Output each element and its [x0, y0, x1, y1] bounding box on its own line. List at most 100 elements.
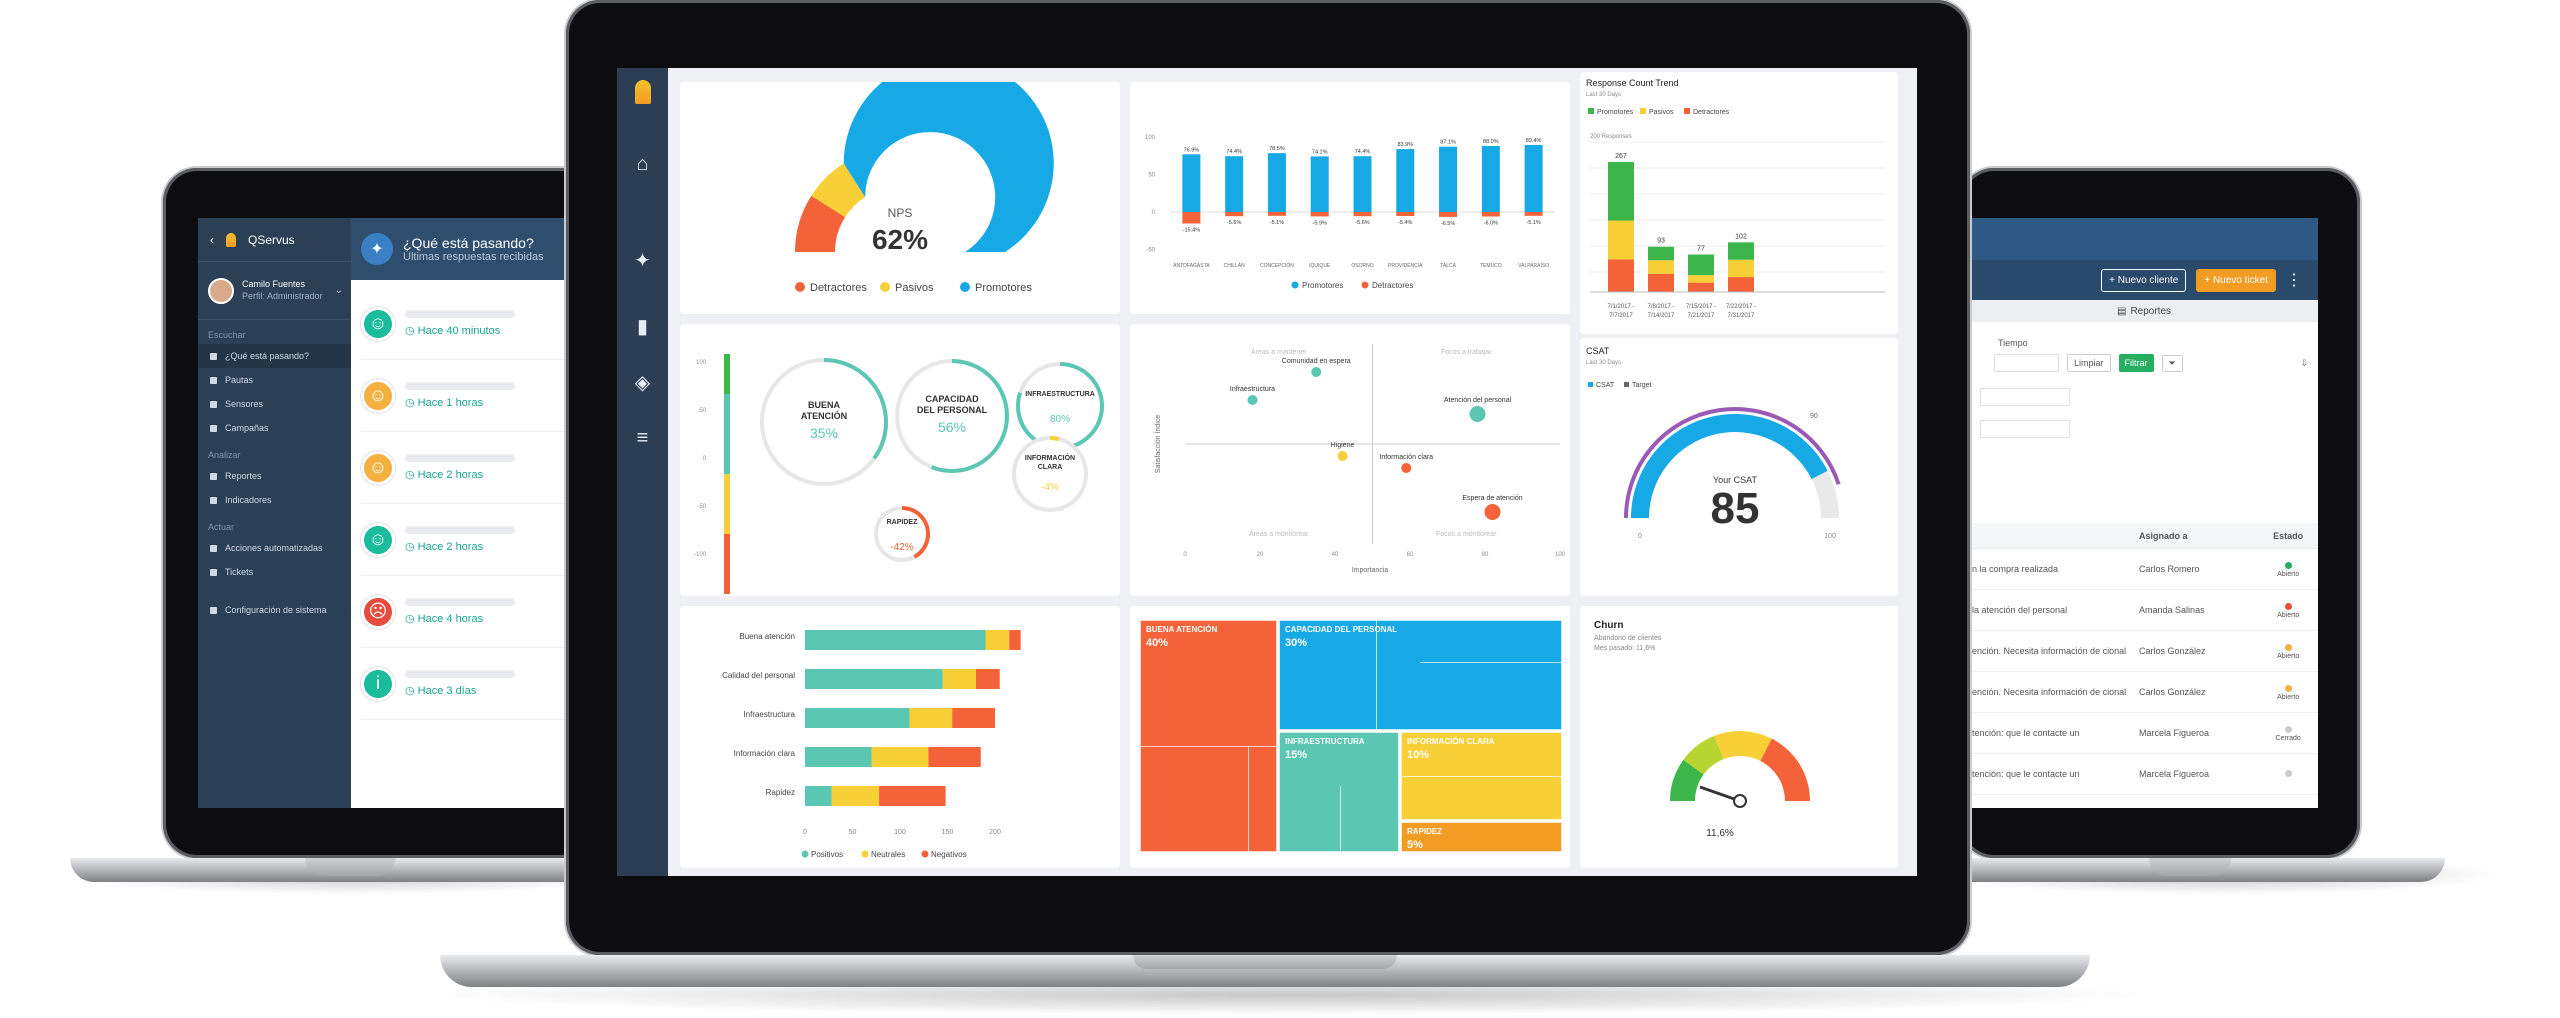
bubble-label: BUENA	[808, 400, 841, 410]
left-header: ✦ ¿Qué está pasando? Últimas respuestas …	[351, 218, 578, 280]
bubble-label: DEL PERSONAL	[917, 405, 988, 415]
scale-bar-segment	[724, 534, 730, 594]
bubble-arc	[895, 359, 1009, 473]
bird-icon[interactable]: ✦	[634, 249, 651, 272]
sidebar-item[interactable]: Acciones automatizadas	[198, 536, 351, 560]
promoter-bar	[1524, 144, 1543, 212]
table-row[interactable]: tención: que le contacte un Marcela Figue…	[1970, 713, 2318, 754]
data-label: 77	[1697, 246, 1705, 253]
filter-button[interactable]: Filtrar	[2118, 354, 2154, 372]
gauge-max: 100	[1824, 533, 1836, 540]
legend-label: Promotores	[1597, 109, 1634, 116]
sidebar-item[interactable]: Pautas	[198, 368, 351, 392]
chart-icon[interactable]: ▮	[636, 315, 648, 338]
x-tick-label: 7/1/2017 -	[1607, 304, 1634, 310]
point-label: Espera de atención	[1462, 495, 1522, 502]
data-label: -5.6%	[1355, 220, 1369, 226]
table-cell-subject: tención: que le contacte un	[1972, 728, 2080, 738]
treemap-cell	[1278, 619, 1563, 731]
sliders-icon[interactable]: ≡	[636, 426, 649, 449]
feed-item[interactable]: ☹ ◷ Hace 4 horas	[361, 576, 568, 648]
trend-bar-segment	[1608, 259, 1634, 292]
y-tick-label: 50	[699, 408, 706, 414]
new-client-button[interactable]: + Nuevo cliente	[2101, 268, 2187, 292]
sidebar-item[interactable]: Indicadores	[198, 488, 351, 512]
bubble-card: 100 50 0 -50 -100 BUENA ATENCIÓN 35% CAPACIDAD DE…	[680, 324, 1120, 596]
treemap-label: RAPIDEZ	[1407, 827, 1442, 836]
table-row[interactable]: tención: que le contacte un Marcela Figue…	[1970, 754, 2318, 795]
promoter-bar	[1439, 146, 1458, 212]
trend-bar-segment	[1728, 259, 1754, 278]
sidebar-item[interactable]: Configuración de sistema	[198, 598, 351, 622]
treemap-subdivision	[1420, 662, 1562, 663]
table-row[interactable]: n la compra realizada Carlos Romero Abiert…	[1970, 549, 2318, 590]
data-label: 74.4%	[1355, 149, 1371, 155]
sidebar-item[interactable]: Reportes	[198, 464, 351, 488]
table-row[interactable]: ención. Necesita información de cional Ca…	[1970, 672, 2318, 713]
home-icon[interactable]: ⌂	[636, 152, 649, 175]
sidebar-item[interactable]: Tickets	[198, 560, 351, 584]
back-icon[interactable]: ‹	[210, 232, 214, 247]
churn-period: Mes pasado: 11,6%	[1594, 645, 1655, 652]
feed-item[interactable]: ☺ ◷ Hace 40 minutos	[361, 288, 568, 360]
data-label: 78.5%	[1269, 146, 1285, 152]
filter-field[interactable]	[1980, 388, 2070, 406]
x-tick-label: TEMUCO	[1480, 263, 1502, 269]
bar-segment	[952, 708, 995, 728]
y-tick-label: -50	[697, 504, 706, 510]
clear-button[interactable]: Limpiar	[2067, 354, 2111, 372]
sidebar-item[interactable]: ¿Qué está pasando?	[198, 344, 351, 368]
category-label: Buena atención	[739, 632, 795, 641]
chevron-down-icon[interactable]: ⌄	[334, 285, 343, 296]
gauge-needle	[1699, 785, 1741, 803]
scale-bar-segment	[724, 394, 730, 474]
left-main: ✦ ¿Qué está pasando? Últimas respuestas …	[351, 218, 578, 808]
legend-swatch	[921, 850, 929, 858]
qservus-logo-icon[interactable]	[634, 80, 651, 104]
filter-field[interactable]	[1980, 420, 2070, 438]
detractor-bar	[1225, 212, 1244, 217]
x-tick-label: 100	[894, 829, 906, 836]
bar-segment	[805, 786, 832, 806]
treemap-card: BUENA ATENCIÓN 40% CAPACIDAD DEL PERSONAL 3…	[1130, 606, 1570, 868]
sidebar-item[interactable]: Campañas	[198, 416, 351, 440]
sidebar-item[interactable]: Sensores	[198, 392, 351, 416]
table-row[interactable]: la atención del personal Amanda Salinas Ab…	[1970, 590, 2318, 631]
table-cell-subject: ención. Necesita información de cional	[1972, 687, 2127, 697]
table-cell-state: Abierto	[2258, 684, 2318, 701]
feed-item[interactable]: ☺ ◷ Hace 2 horas	[361, 432, 568, 504]
data-label: 76.9%	[1184, 147, 1200, 153]
bar-segment	[1009, 630, 1021, 650]
sidebar-item-label: Indicadores	[225, 495, 272, 505]
table-cell-state: Abierto	[2258, 561, 2318, 578]
download-icon[interactable]: ⇩	[2300, 357, 2308, 368]
status-dot	[2284, 770, 2292, 777]
new-ticket-button[interactable]: + Nuevo ticket	[2196, 268, 2276, 292]
feed-time: ◷ Hace 1 horas	[405, 397, 484, 409]
x-tick-label: 40	[1332, 552, 1339, 558]
feed-item[interactable]: ☺ ◷ Hace 1 horas	[361, 360, 568, 432]
placeholder-bar	[405, 598, 515, 606]
treemap-chart: BUENA ATENCIÓN 40% CAPACIDAD DEL PERSONAL 3…	[1139, 619, 1563, 853]
table-row[interactable]: ención. Necesita información de cional Ca…	[1970, 631, 2318, 672]
legend-swatch	[1291, 281, 1299, 289]
x-tick-label: 7/8/2017 -	[1647, 304, 1674, 310]
placeholder-bar	[405, 526, 515, 534]
more-icon[interactable]: ⋮	[2286, 272, 2302, 289]
info-icon: i	[361, 666, 395, 701]
legend-label: Pasivos	[895, 282, 934, 294]
feed-item[interactable]: i ◷ Hace 3 días	[361, 648, 568, 720]
neutral-icon: ☺	[361, 450, 395, 485]
feed-item[interactable]: ☺ ◷ Hace 2 horas	[361, 504, 568, 576]
legend-label: Detractores	[810, 282, 867, 294]
y-tick-label: 0	[703, 456, 707, 462]
funnel-icon[interactable]: ⏷	[2161, 354, 2183, 372]
ticket-icon[interactable]: ◈	[634, 371, 651, 394]
trend-bar-segment	[1688, 275, 1714, 283]
center-laptop-base	[440, 955, 2090, 987]
time-select[interactable]	[1994, 354, 2059, 372]
reports-icon: ▤	[2116, 305, 2127, 317]
priority-matrix-card: Áreas a mantener Focos a trabajar Áreas a …	[1130, 324, 1570, 596]
sidebar-item-label: ¿Qué está pasando?	[225, 351, 310, 361]
